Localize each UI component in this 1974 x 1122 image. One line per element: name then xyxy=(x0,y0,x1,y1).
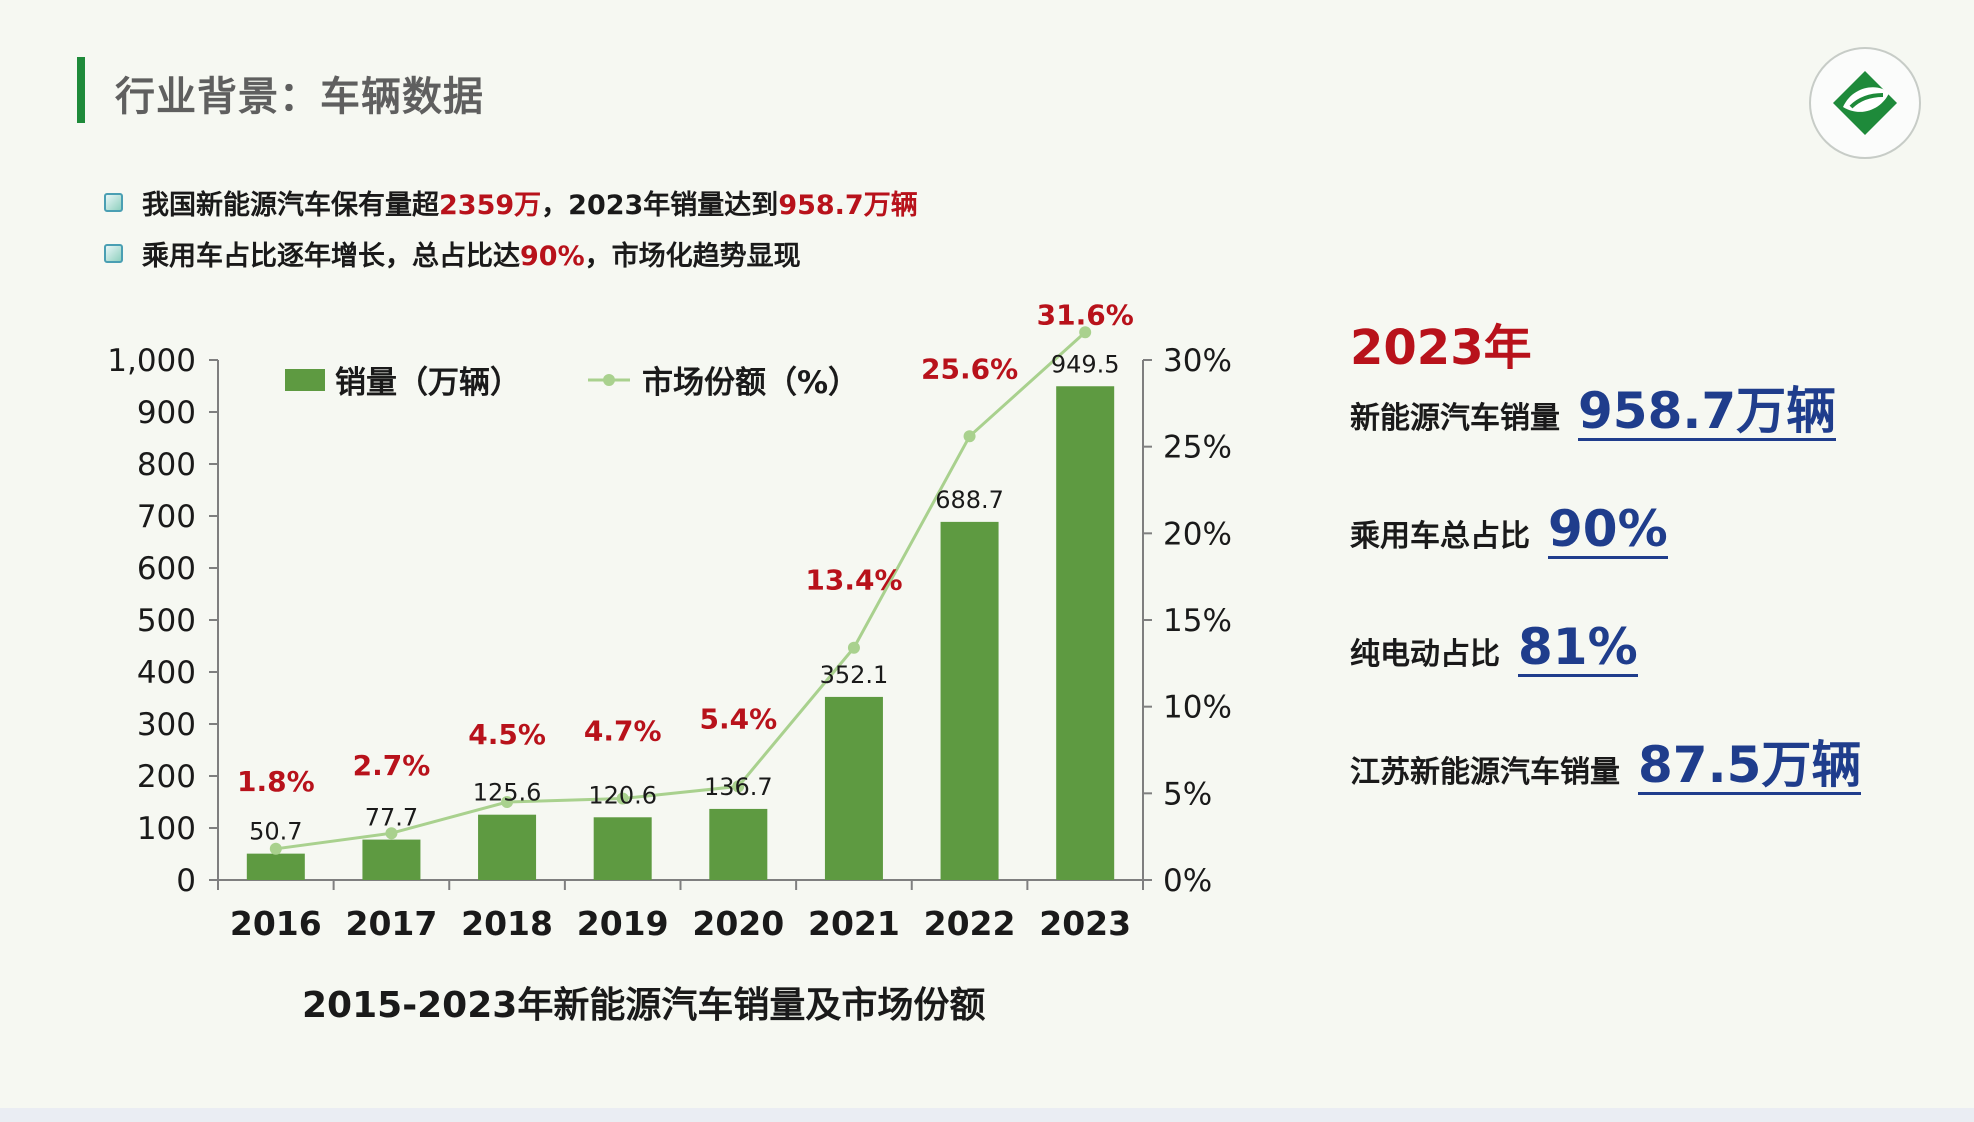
y-left-tick-label: 100 xyxy=(137,811,196,847)
stat-jiangsu-sales: 江苏新能源汽车销量 87.5万辆 xyxy=(1350,736,1862,795)
bar-2020 xyxy=(709,808,768,880)
bar-series xyxy=(246,386,1115,880)
stat-value: 81% xyxy=(1518,618,1638,677)
bar-value-label: 688.7 xyxy=(935,486,1004,514)
y-left-tick-label: 500 xyxy=(137,603,196,639)
bar-value-label: 136.7 xyxy=(704,773,773,801)
bar-value-label: 125.6 xyxy=(473,779,542,807)
share-value-label: 1.8% xyxy=(237,765,315,798)
x-tick-label: 2019 xyxy=(577,904,669,943)
bar-2023 xyxy=(1056,386,1115,880)
stat-label: 纯电动占比 xyxy=(1350,637,1500,672)
y-left-tick-label: 600 xyxy=(137,551,196,587)
x-tick-label: 2023 xyxy=(1039,904,1131,943)
data-labels: 50.7 77.7 125.6 120.6 136.7 352.1 688.7 949.5 1.… xyxy=(237,298,1134,845)
y-right-tick-label: 10% xyxy=(1163,690,1232,726)
square-bullet-icon xyxy=(104,244,123,263)
x-tick-label: 2021 xyxy=(808,904,900,943)
bar-2018 xyxy=(478,814,537,880)
y-left-tick-label: 700 xyxy=(137,499,196,535)
y-right-tick-label: 5% xyxy=(1163,776,1212,812)
y-left-tick-label: 400 xyxy=(137,655,196,691)
line-point-2019 xyxy=(616,792,629,805)
y-right-tick-label: 0% xyxy=(1163,863,1212,899)
chart-axes: 0 100 200 300 400 500 600 700 800 900 1,000 0% 5% 10%… xyxy=(107,343,1232,943)
bar-2017 xyxy=(362,839,421,880)
bullet-2-text: 乘用车占比逐年增长，总占比达90%，市场化趋势显现 xyxy=(142,241,801,272)
bullet-line-1: 我国新能源汽车保有量超2359万，2023年销量达到958.7万辆 xyxy=(104,183,918,222)
line-point-2021 xyxy=(847,641,860,654)
chart-title: 2015-2023年新能源汽车销量及市场份额 xyxy=(302,985,986,1026)
stat-label: 乘用车总占比 xyxy=(1350,519,1530,554)
bar-2016 xyxy=(246,853,305,880)
bar-2022 xyxy=(940,521,999,880)
y-left-tick-label: 800 xyxy=(137,447,196,483)
share-value-label: 4.7% xyxy=(584,715,662,748)
square-bullet-icon xyxy=(104,193,123,212)
x-tick-label: 2016 xyxy=(230,904,322,943)
company-logo xyxy=(1809,47,1921,159)
y-left-tick-label: 1,000 xyxy=(107,343,196,379)
page-title: 行业背景：车辆数据 xyxy=(115,74,484,120)
chart-legend: 销量（万辆） 市场份额（%） xyxy=(285,365,859,401)
y-left-tick-label: 200 xyxy=(137,759,196,795)
stats-year-heading: 2023年 xyxy=(1350,320,1532,376)
line-point-2022 xyxy=(963,430,976,443)
share-value-label: 2.7% xyxy=(353,749,431,782)
line-point-2017 xyxy=(385,827,398,840)
x-tick-label: 2022 xyxy=(924,904,1016,943)
y-right-tick-label: 20% xyxy=(1163,516,1232,552)
share-value-label: 4.5% xyxy=(468,718,546,751)
line-point-2016 xyxy=(269,842,282,855)
stat-value: 90% xyxy=(1548,500,1668,559)
bar-value-label: 50.7 xyxy=(249,818,302,846)
bar-value-label: 120.6 xyxy=(588,781,657,809)
legend-line-marker xyxy=(603,374,615,386)
line-point-2020 xyxy=(732,780,745,793)
bar-value-label: 949.5 xyxy=(1051,350,1120,378)
stat-value: 87.5万辆 xyxy=(1638,736,1862,795)
stat-bev-share: 纯电动占比 81% xyxy=(1350,621,1638,677)
bar-2019 xyxy=(593,817,652,880)
share-value-label: 31.6% xyxy=(1037,298,1134,331)
bar-value-label: 77.7 xyxy=(365,804,418,832)
y-left-tick-label: 300 xyxy=(137,707,196,743)
y-right-tick-label: 30% xyxy=(1163,343,1232,379)
legend-line-label: 市场份额（%） xyxy=(642,365,859,401)
stat-label: 江苏新能源汽车销量 xyxy=(1350,755,1620,790)
legend-bar-swatch xyxy=(285,369,325,391)
legend-bar-label: 销量（万辆） xyxy=(335,365,521,401)
line-series xyxy=(269,326,1092,855)
bullet-line-2: 乘用车占比逐年增长，总占比达90%，市场化趋势显现 xyxy=(104,234,801,273)
bar-2021 xyxy=(824,696,883,880)
y-right-tick-label: 15% xyxy=(1163,603,1232,639)
share-value-label: 25.6% xyxy=(921,352,1018,385)
y-right-tick-label: 25% xyxy=(1163,430,1232,466)
x-tick-label: 2017 xyxy=(346,904,438,943)
bar-value-label: 352.1 xyxy=(820,661,889,689)
share-value-label: 5.4% xyxy=(699,702,777,735)
stat-passenger-share: 乘用车总占比 90% xyxy=(1350,503,1668,559)
line-point-2023 xyxy=(1079,326,1092,339)
y-left-tick-label: 0 xyxy=(176,863,196,899)
bullet-1-text: 我国新能源汽车保有量超2359万，2023年销量达到958.7万辆 xyxy=(142,190,918,221)
x-tick-label: 2020 xyxy=(692,904,784,943)
title-accent-bar xyxy=(77,57,85,123)
share-value-label: 13.4% xyxy=(805,564,902,597)
stat-label: 新能源汽车销量 xyxy=(1350,401,1560,436)
stat-value: 958.7万辆 xyxy=(1578,382,1837,441)
market-share-line xyxy=(275,331,1087,851)
x-tick-label: 2018 xyxy=(461,904,553,943)
line-point-2018 xyxy=(501,796,514,808)
stat-nev-sales: 新能源汽车销量 958.7万辆 xyxy=(1350,382,1837,441)
leaf-logo-icon xyxy=(1833,71,1897,135)
y-left-tick-label: 900 xyxy=(137,395,196,431)
